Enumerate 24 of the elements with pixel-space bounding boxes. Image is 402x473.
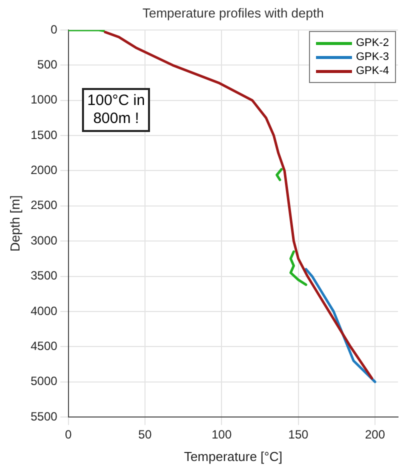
legend-label: GPK-2 (356, 37, 389, 49)
y-tick-label: 4500 (30, 338, 58, 353)
y-tick-label: 5000 (30, 374, 58, 388)
y-tick-label: 2500 (30, 198, 58, 212)
annotation: 100°C in 800m ! (82, 88, 150, 132)
y-tick-label: 1500 (30, 128, 58, 142)
y-tick-label: 5500 (30, 409, 58, 424)
chart-title: Temperature profiles with depth (142, 6, 324, 21)
x-axis-title: Temperature [°C] (184, 448, 282, 464)
y-axis-title: Depth [m] (7, 195, 22, 252)
x-tick-label: 200 (364, 428, 386, 442)
y-tick-label: 3000 (30, 233, 58, 248)
x-tick-label: 150 (288, 428, 309, 442)
y-tick-label: 2000 (30, 163, 58, 178)
y-tick-label: 0 (50, 22, 58, 36)
x-tick-label: 100 (212, 428, 232, 442)
legend-label: GPK-4 (356, 65, 389, 77)
x-tick-label: 50 (138, 428, 152, 442)
y-tick-label: 1000 (30, 92, 58, 107)
y-tick-label: 3500 (30, 268, 58, 283)
legend-label: GPK-3 (356, 51, 389, 63)
x-tick-label: 0 (64, 428, 72, 442)
y-tick-label: 500 (37, 57, 58, 72)
y-tick-label: 4000 (30, 304, 58, 318)
